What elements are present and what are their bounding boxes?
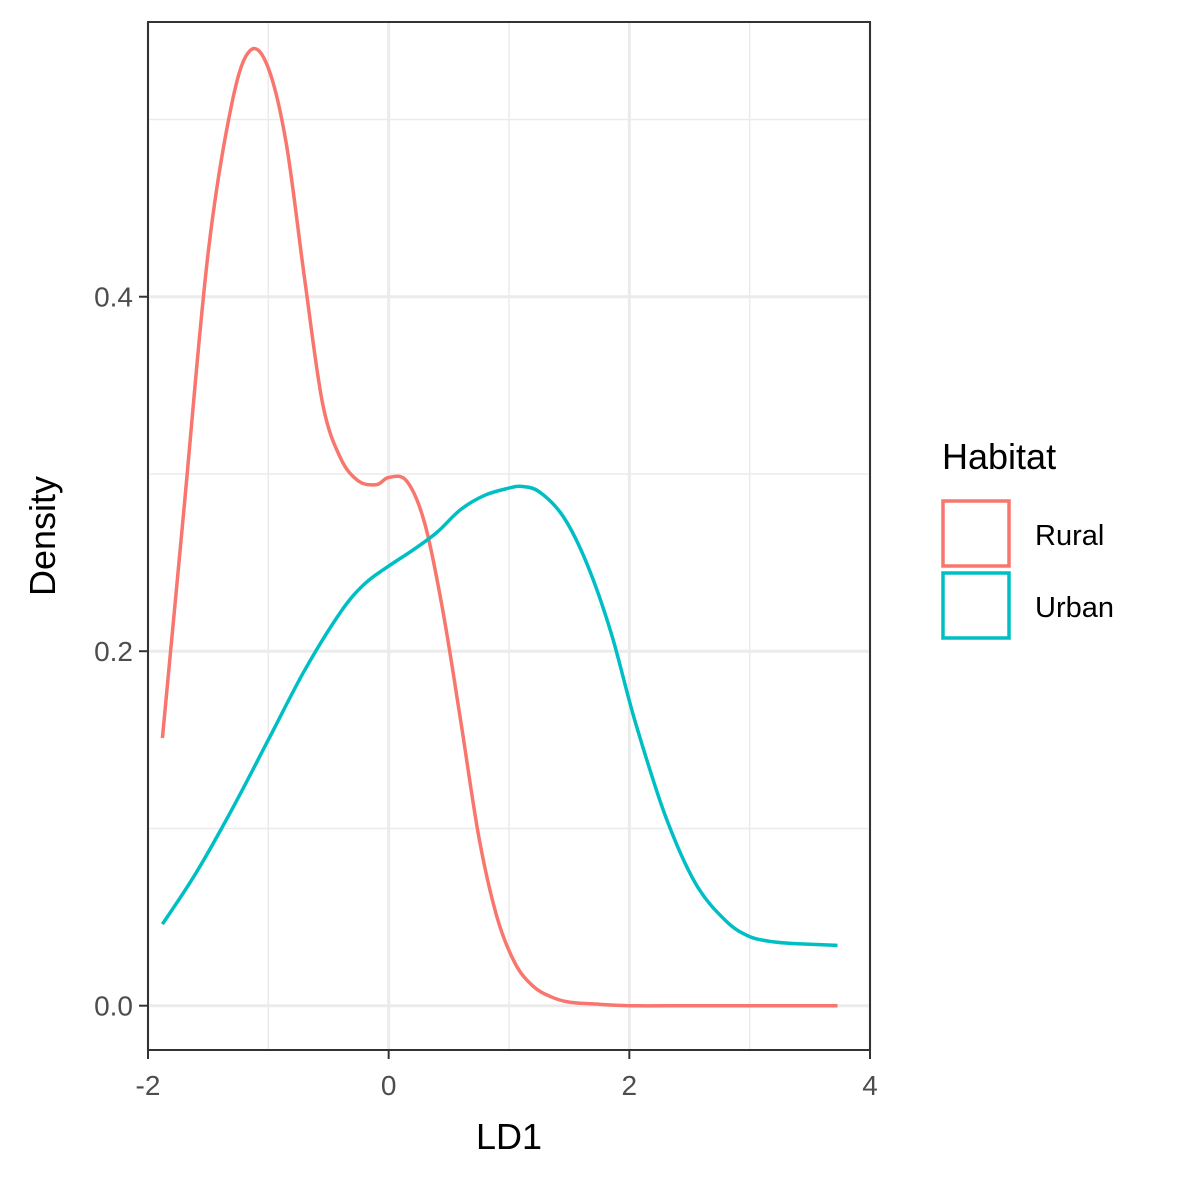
legend-label-rural: Rural [1035, 520, 1104, 552]
legend-key-urban [941, 571, 1011, 640]
x-tick-label: 2 [622, 1070, 638, 1101]
x-axis: -2 0 2 4 [136, 1050, 878, 1101]
minor-gridlines [148, 22, 870, 1050]
legend: Habitat Rural Urban [941, 436, 1114, 640]
x-tick-label: -2 [136, 1070, 161, 1101]
series-line-urban [160, 484, 838, 948]
y-axis: 0.0 0.2 0.4 [94, 282, 148, 1022]
plot-panel-border [147, 21, 871, 1051]
y-tick-label: 0.0 [94, 991, 133, 1022]
legend-title: Habitat [942, 436, 1056, 477]
y-tick-label: 0.4 [94, 282, 133, 313]
y-axis-title: Density [22, 476, 63, 596]
legend-key-rural [941, 499, 1011, 568]
legend-label-urban: Urban [1035, 592, 1114, 624]
series-lines [160, 46, 838, 1008]
x-axis-title: LD1 [476, 1116, 542, 1157]
series-line-rural [160, 46, 838, 1008]
x-tick-label: 0 [381, 1070, 397, 1101]
x-tick-label: 4 [862, 1070, 878, 1101]
y-tick-label: 0.2 [94, 636, 133, 667]
